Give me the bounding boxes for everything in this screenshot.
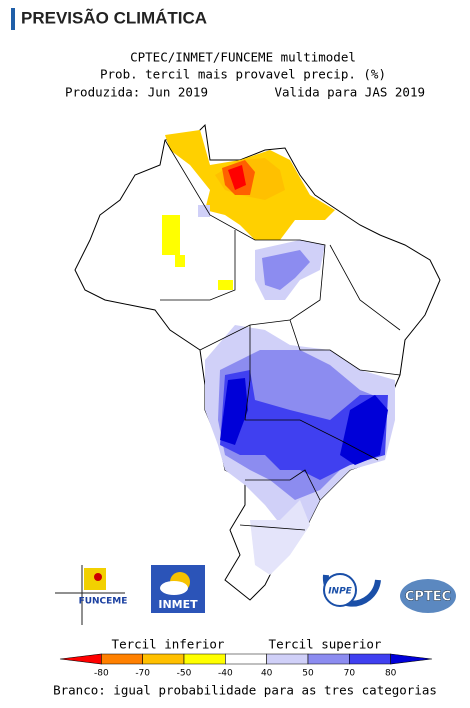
- inmet-cloud: [160, 581, 188, 595]
- colorbar-tick-label: -80: [94, 669, 109, 679]
- state-borders: [160, 139, 401, 531]
- produced: Produzida: Jun 2019: [65, 85, 208, 100]
- map-subtitle: Prob. tercil mais provavel precip. (%): [100, 67, 386, 82]
- colorbar-segment: [183, 653, 226, 665]
- colorbar-tick-label: -50: [177, 669, 192, 679]
- logos: FUNCEME INMET INPE CPTEC: [55, 565, 456, 625]
- header-bar: [11, 8, 15, 30]
- colorbar-tick-label: 70: [344, 669, 356, 679]
- colorbar-segment: [59, 653, 102, 665]
- inmet-label: INMET: [158, 598, 198, 611]
- valid: Valida para JAS 2019: [274, 85, 425, 100]
- colorbar-segment: [101, 653, 143, 665]
- legend-lower-label: Tercil inferior: [112, 637, 225, 652]
- colorbar-segment: [225, 653, 267, 665]
- colorbar: -80 -70 -50 -40 40 50 70 80: [59, 653, 433, 679]
- cptec-globe: [400, 579, 456, 613]
- colorbar-tick-label: -70: [135, 669, 150, 679]
- colorbar-segment: [349, 653, 391, 665]
- colorbar-segment: [266, 653, 309, 665]
- legend-upper-label: Tercil superior: [269, 637, 382, 652]
- map-title: CPTEC/INMET/FUNCEME multimodel: [130, 50, 356, 65]
- colorbar-tick-label: -40: [218, 669, 233, 679]
- colorbar-tick-label: 80: [385, 669, 397, 679]
- colorbar-segment: [390, 653, 433, 665]
- legend-note: Branco: igual probabilidade para as tres…: [53, 683, 437, 698]
- funceme-dot: [94, 573, 102, 581]
- inpe-label: INPE: [328, 587, 352, 597]
- colorbar-tick-label: 50: [302, 669, 314, 679]
- colorbar-tick-label: 40: [261, 669, 273, 679]
- inpe-globe: [323, 573, 357, 607]
- colorbar-segment: [142, 653, 185, 665]
- colorbar-segment: [307, 653, 350, 665]
- header-title: PREVISÃO CLIMÁTICA: [21, 7, 207, 27]
- map: [74, 123, 441, 601]
- dry-anomaly: [162, 130, 335, 290]
- funceme-cross: [55, 565, 125, 625]
- wet-anomaly: [205, 240, 395, 575]
- funceme-label: FUNCEME: [79, 597, 128, 607]
- cptec-label: CPTEC: [405, 590, 451, 605]
